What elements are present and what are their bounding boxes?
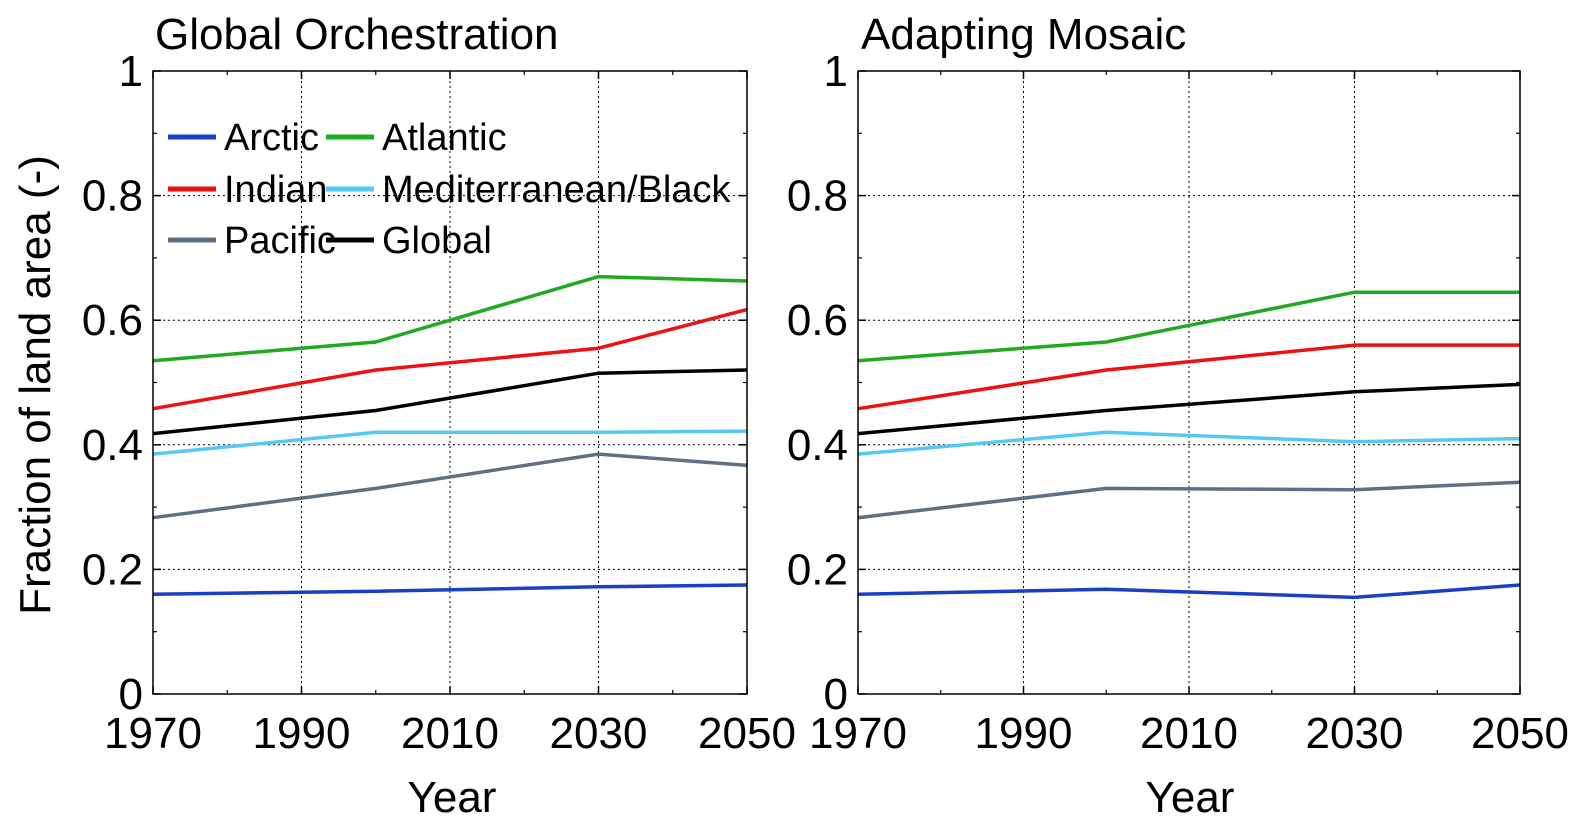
- panel-global-orchestration: Global Orchestration Year 0 0.2 0.4 0.6 0.8 1…: [82, 10, 796, 822]
- legend-label-global: Global: [382, 220, 492, 262]
- legend: Arctic Atlantic Indian Mediterranean/Black P…: [168, 117, 732, 262]
- y-tick-label: 1: [119, 47, 143, 96]
- y-tick-label: 0: [824, 670, 848, 719]
- y-axis-title: Fraction of land area (-): [11, 155, 60, 615]
- y-tick-label: 0.2: [82, 545, 143, 594]
- x-tick-label: 1970: [104, 709, 202, 758]
- y-tick-label: 0.6: [787, 296, 848, 345]
- series-line-arctic: [857, 583, 1521, 600]
- series-line-pacific: [152, 452, 748, 520]
- legend-label-atlantic: Atlantic: [382, 117, 507, 159]
- y-tick-label: 0.2: [787, 545, 848, 594]
- panel-title: Global Orchestration: [155, 10, 559, 59]
- y-tick-label: 0: [119, 670, 143, 719]
- series-line-mediterranean-black: [152, 429, 748, 456]
- y-tick-label: 0.4: [82, 421, 143, 470]
- legend-label-mediterranean-black: Mediterranean/Black: [382, 169, 732, 211]
- x-axis-title: Year: [408, 773, 497, 822]
- panel-title: Adapting Mosaic: [861, 10, 1186, 59]
- series-line-atlantic: [857, 290, 1520, 363]
- x-tick-label: 2050: [1471, 709, 1569, 758]
- y-tick-label: 0.8: [82, 172, 143, 221]
- x-tick-label: 2030: [550, 709, 648, 758]
- series-line-pacific: [857, 480, 1521, 520]
- series-line-global: [152, 368, 748, 436]
- x-tick-label: 2010: [401, 709, 499, 758]
- x-tick-label: 1990: [975, 709, 1073, 758]
- y-tick-label: 0.6: [82, 296, 143, 345]
- series-line-indian: [152, 307, 748, 411]
- x-tick-label: 1970: [809, 709, 907, 758]
- x-tick-label: 2030: [1306, 709, 1404, 758]
- y-tick-label: 1: [824, 47, 848, 96]
- series-line-global: [857, 382, 1521, 436]
- x-tick-label: 1990: [253, 709, 351, 758]
- legend-label-arctic: Arctic: [224, 117, 319, 159]
- series-line-mediterranean-black: [857, 430, 1521, 456]
- x-axis-title: Year: [1146, 773, 1235, 822]
- series-line-indian: [857, 343, 1520, 411]
- series-line-atlantic: [152, 274, 748, 363]
- y-tick-label: 0.8: [787, 172, 848, 221]
- x-tick-label: 2050: [698, 709, 796, 758]
- legend-label-pacific: Pacific: [224, 220, 336, 262]
- legend-label-indian: Indian: [224, 169, 328, 211]
- series-line-arctic: [152, 583, 748, 597]
- y-tick-label: 0.4: [787, 421, 848, 470]
- x-tick-label: 2010: [1140, 709, 1238, 758]
- panel-adapting-mosaic: Adapting Mosaic Year 0 0.2 0.4 0.6 0.8 1 1970 1…: [787, 10, 1569, 822]
